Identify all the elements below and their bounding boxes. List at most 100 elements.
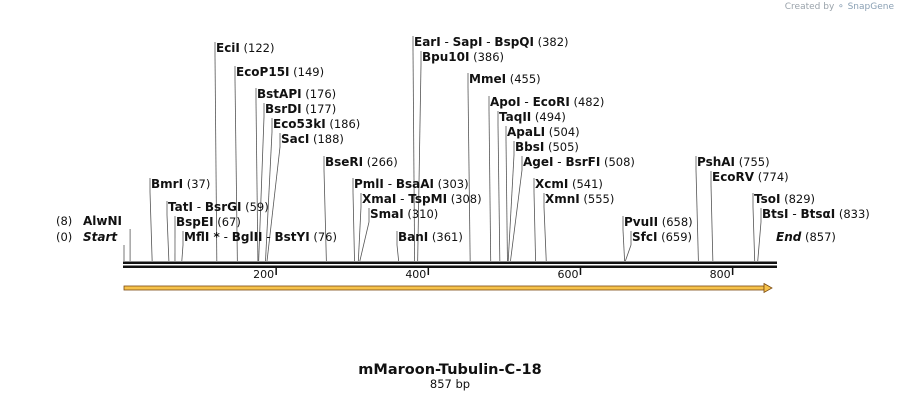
- cut-site-leader: [507, 154, 515, 262]
- cut-site-label: ApaLI (504): [507, 125, 580, 139]
- cut-site-leader: [266, 146, 281, 262]
- cut-site-label: EcoRV (774): [712, 170, 789, 184]
- cut-site-label: PvuII (658): [624, 215, 693, 229]
- cut-site-ecii[interactable]: EciI (122): [216, 41, 274, 55]
- cut-site-leader: [359, 221, 370, 262]
- cut-site-label: SfcI (659): [632, 230, 692, 244]
- cut-site-ecorv[interactable]: EcoRV (774): [712, 170, 789, 184]
- backbone-bottom-strand: [123, 265, 777, 268]
- cut-site-label: End (857): [776, 230, 836, 244]
- cut-site-leader: [533, 191, 536, 262]
- cut-site-sfci[interactable]: SfcI (659): [632, 230, 692, 244]
- cut-site-alwni[interactable]: (8) AlwNI: [56, 214, 122, 228]
- cut-site-xmni[interactable]: XmnI (555): [545, 192, 614, 206]
- cut-site-agei[interactable]: AgeI - BsrFI (508): [523, 155, 635, 169]
- cut-site-leader: [757, 221, 762, 262]
- cut-site-pshai[interactable]: PshAI (755): [697, 155, 770, 169]
- cut-site-leader: [258, 116, 265, 262]
- cut-site-leader: [234, 79, 238, 262]
- ruler-tick-label: 600: [557, 268, 578, 281]
- cut-site-label: BbsI (505): [515, 140, 579, 154]
- snapgene-credit: Created by ⚬ SnapGene: [785, 2, 894, 12]
- cut-site-leader: [543, 206, 547, 262]
- cut-site-xcmi[interactable]: XcmI (541): [535, 177, 603, 191]
- cut-site-saci[interactable]: SacI (188): [281, 132, 344, 146]
- cut-site-leader: [417, 64, 422, 262]
- cut-site-apali[interactable]: ApaLI (504): [507, 125, 580, 139]
- cut-site-bstapi[interactable]: BstAPI (176): [257, 87, 336, 101]
- cut-site-eari[interactable]: EarI - SapI - BspQI (382): [414, 35, 569, 49]
- cut-site-label: XmaI - TspMI (308): [362, 192, 482, 206]
- cut-site-bani[interactable]: BanI (361): [398, 230, 463, 244]
- cut-site-leader: [396, 244, 400, 262]
- cut-site-leader: [510, 169, 523, 262]
- cut-site-label: (8) AlwNI: [56, 214, 122, 228]
- cut-site-label: EarI - SapI - BspQI (382): [414, 35, 569, 49]
- cut-site-leaders: [123, 36, 762, 262]
- cut-site-label: TaqII (494): [499, 110, 566, 124]
- cut-site-mfli[interactable]: MflI * - BglII - BstYI (76): [184, 230, 337, 244]
- cut-site-pmli[interactable]: PmlI - BsaAI (303): [354, 177, 469, 191]
- cut-site-label: EcoP15I (149): [236, 65, 324, 79]
- cut-site-label: AgeI - BsrFI (508): [523, 155, 635, 169]
- cut-site-bmri[interactable]: BmrI (37): [151, 177, 210, 191]
- cut-site-leader: [255, 101, 259, 262]
- cut-site-leader: [488, 109, 492, 262]
- cut-site-label: BanI (361): [398, 230, 463, 244]
- cut-site-bbsi[interactable]: BbsI (505): [515, 140, 579, 154]
- cut-site-label: Eco53kI (186): [273, 117, 360, 131]
- cut-site-label: PmlI - BsaAI (303): [354, 177, 469, 191]
- cut-site-label: Bpu10I (386): [422, 50, 504, 64]
- cut-site-tsoi[interactable]: TsoI (829): [754, 192, 815, 206]
- backbone-top-strand: [123, 261, 777, 264]
- map-length: 857 bp: [430, 377, 470, 391]
- cut-site-label: BstAPI (176): [257, 87, 336, 101]
- cut-site-tati[interactable]: TatI - BsrGI (59): [168, 200, 269, 214]
- cut-site-leader: [323, 169, 327, 262]
- cut-site-bspei[interactable]: BspEI (67): [176, 215, 241, 229]
- cut-site-apoi[interactable]: ApoI - EcoRI (482): [490, 95, 604, 109]
- cut-site-smai[interactable]: SmaI (310): [370, 207, 438, 221]
- cut-site-labels: (0) Start (8) AlwNI BmrI (37) TatI - BsrGI (5…: [56, 35, 870, 244]
- cut-site-leader: [695, 169, 699, 262]
- cut-site-label: TsoI (829): [754, 192, 815, 206]
- cut-site-pvuii[interactable]: PvuII (658): [624, 215, 693, 229]
- cut-site-bpu10i[interactable]: Bpu10I (386): [422, 50, 504, 64]
- cut-site-leader: [710, 184, 714, 262]
- cut-site-label: (0) Start: [56, 230, 118, 244]
- cut-site-label: XmnI (555): [545, 192, 614, 206]
- cut-site-leader: [752, 206, 756, 262]
- credit-prefix: Created by: [784, 2, 835, 12]
- cut-site-mmei[interactable]: MmeI (455): [469, 72, 541, 86]
- cut-site-leader: [265, 131, 273, 262]
- cut-site-leader: [352, 191, 355, 262]
- cut-site-taqii[interactable]: TaqII (494): [499, 110, 566, 124]
- cut-site-ecop15i[interactable]: EcoP15I (149): [236, 65, 324, 79]
- feature-arrow[interactable]: [123, 282, 773, 294]
- cut-site-label: BtsI - BtsαI (833): [762, 207, 870, 221]
- cut-site-leader: [505, 139, 508, 262]
- cut-site-leader: [214, 55, 218, 262]
- cut-site-leader: [622, 229, 626, 262]
- cut-site-leader: [357, 206, 362, 262]
- cut-site-eco53ki[interactable]: Eco53kI (186): [273, 117, 360, 131]
- cut-site-leader: [497, 124, 501, 262]
- cut-site-bsrdi[interactable]: BsrDI (177): [265, 102, 336, 116]
- cut-site-label: BseRI (266): [325, 155, 398, 169]
- cut-site-leader: [181, 244, 184, 262]
- cut-site-label: MflI * - BglII - BstYI (76): [184, 230, 337, 244]
- cut-site-leader: [467, 86, 471, 262]
- cut-site-label: TatI - BsrGI (59): [168, 200, 269, 214]
- ruler-tick-label: 400: [405, 268, 426, 281]
- cut-site-label: ApoI - EcoRI (482): [490, 95, 604, 109]
- cut-site-start[interactable]: (0) Start: [56, 230, 118, 244]
- ruler-tick-label: 200: [253, 268, 274, 281]
- cut-site-end[interactable]: End (857): [776, 230, 836, 244]
- cut-site-btsi[interactable]: BtsI - BtsαI (833): [762, 207, 870, 221]
- cut-site-label: PshAI (755): [697, 155, 770, 169]
- cut-site-bseri[interactable]: BseRI (266): [325, 155, 398, 169]
- snapgene-logo-icon: ⚬: [837, 2, 845, 12]
- cut-site-xmai[interactable]: XmaI - TspMI (308): [362, 192, 482, 206]
- cut-site-label: BspEI (67): [176, 215, 241, 229]
